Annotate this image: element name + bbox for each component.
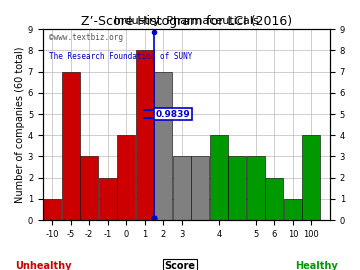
Bar	[99, 178, 117, 220]
Bar	[302, 135, 320, 220]
Bar	[265, 178, 283, 220]
Bar	[80, 156, 98, 220]
Bar	[247, 156, 265, 220]
Bar	[117, 135, 135, 220]
Text: Score: Score	[165, 261, 195, 270]
Bar	[191, 156, 209, 220]
Bar	[228, 156, 246, 220]
Text: ©www.textbiz.org: ©www.textbiz.org	[49, 33, 123, 42]
Text: 0.9839: 0.9839	[156, 110, 190, 119]
Text: The Research Foundation of SUNY: The Research Foundation of SUNY	[49, 52, 192, 61]
Bar	[284, 199, 302, 220]
Bar	[210, 135, 228, 220]
Bar	[62, 72, 80, 220]
Bar	[136, 50, 154, 220]
Text: Industry: Pharmaceuticals: Industry: Pharmaceuticals	[114, 16, 259, 26]
Y-axis label: Number of companies (60 total): Number of companies (60 total)	[15, 46, 25, 203]
Text: Healthy: Healthy	[296, 261, 338, 270]
Bar	[43, 199, 61, 220]
Bar	[173, 156, 191, 220]
Bar	[154, 72, 172, 220]
Title: Z’-Score Histogram for LCI (2016): Z’-Score Histogram for LCI (2016)	[81, 15, 292, 28]
Text: Unhealthy: Unhealthy	[15, 261, 71, 270]
